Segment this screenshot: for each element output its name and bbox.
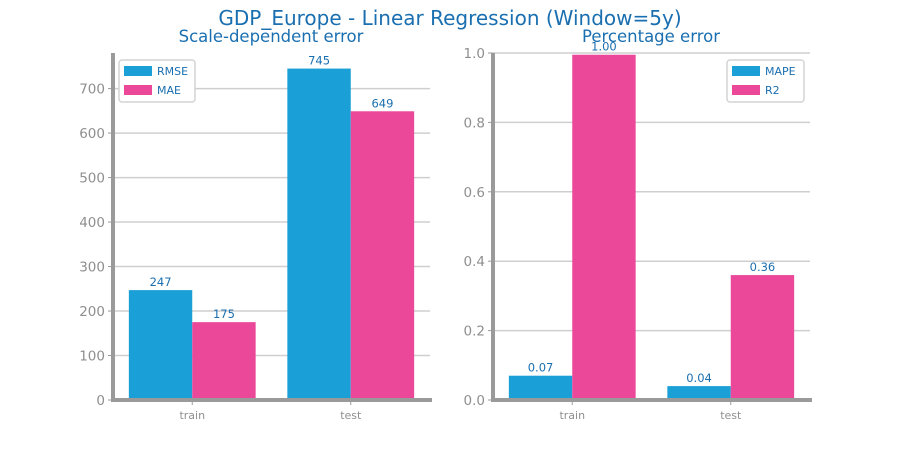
y-tick-label: 0.2 [464, 324, 485, 340]
y-tick-label: 100 [79, 349, 105, 365]
chart-title: Percentage error [582, 27, 720, 46]
data-label: 0.07 [528, 361, 554, 375]
bar-mae-train [192, 322, 256, 400]
y-tick-label: 600 [79, 126, 105, 142]
x-tick-label: train [179, 409, 205, 422]
x-tick-label: train [559, 409, 585, 422]
data-label: 247 [150, 275, 172, 289]
y-tick-label: 0.6 [464, 185, 485, 201]
y-tick-label: 1.0 [464, 46, 485, 62]
legend-label-mape: MAPE [765, 65, 796, 78]
y-tick-label: 200 [79, 304, 105, 320]
bar-rmse-test [287, 68, 351, 401]
y-tick-label: 700 [79, 82, 105, 98]
y-tick-label: 500 [79, 171, 105, 187]
y-tick-label: 0.4 [464, 254, 485, 270]
bar-rmse-train [128, 290, 193, 400]
legend: MAPE R2 [726, 59, 805, 103]
data-label: 0.04 [686, 371, 712, 385]
bar-r2-train [572, 54, 636, 401]
data-label: 649 [371, 96, 393, 110]
chart-title: Scale-dependent error [179, 27, 364, 46]
bar-mape-train [508, 375, 573, 400]
x-tick-label: test [340, 409, 362, 422]
legend: RMSE MAE [118, 59, 196, 103]
legend-label-rmse: RMSE [157, 65, 188, 78]
x-tick-label: test [720, 409, 742, 422]
y-tick-label: 400 [79, 215, 105, 231]
data-label: 0.36 [750, 260, 776, 274]
legend-swatch-mae [124, 85, 152, 95]
legend-swatch-mape [732, 66, 760, 76]
y-tick-label: 0.0 [464, 393, 485, 409]
data-label: 175 [213, 307, 235, 321]
bar-mae-test [350, 111, 415, 401]
data-label: 1.00 [591, 40, 617, 54]
legend-label-mae: MAE [157, 84, 181, 97]
legend-swatch-r2 [732, 85, 760, 95]
data-label: 745 [308, 54, 330, 68]
legend-label-r2: R2 [765, 84, 780, 97]
chart-panel-2: Percentage error 0.0 0.2 0.4 0.6 0.8 1.0 0.07 1.… [464, 27, 812, 422]
y-tick-label: 0 [96, 393, 105, 409]
figure-title: GDP_Europe - Linear Regression (Window=5… [218, 6, 681, 30]
y-tick-label: 0.8 [464, 115, 485, 131]
legend-swatch-rmse [124, 66, 152, 76]
bar-mape-test [667, 386, 731, 400]
chart-panel-1: Scale-dependent error 0 100 200 300 400 500 600… [79, 27, 432, 422]
y-tick-label: 300 [79, 260, 105, 276]
bar-r2-test [730, 275, 795, 400]
